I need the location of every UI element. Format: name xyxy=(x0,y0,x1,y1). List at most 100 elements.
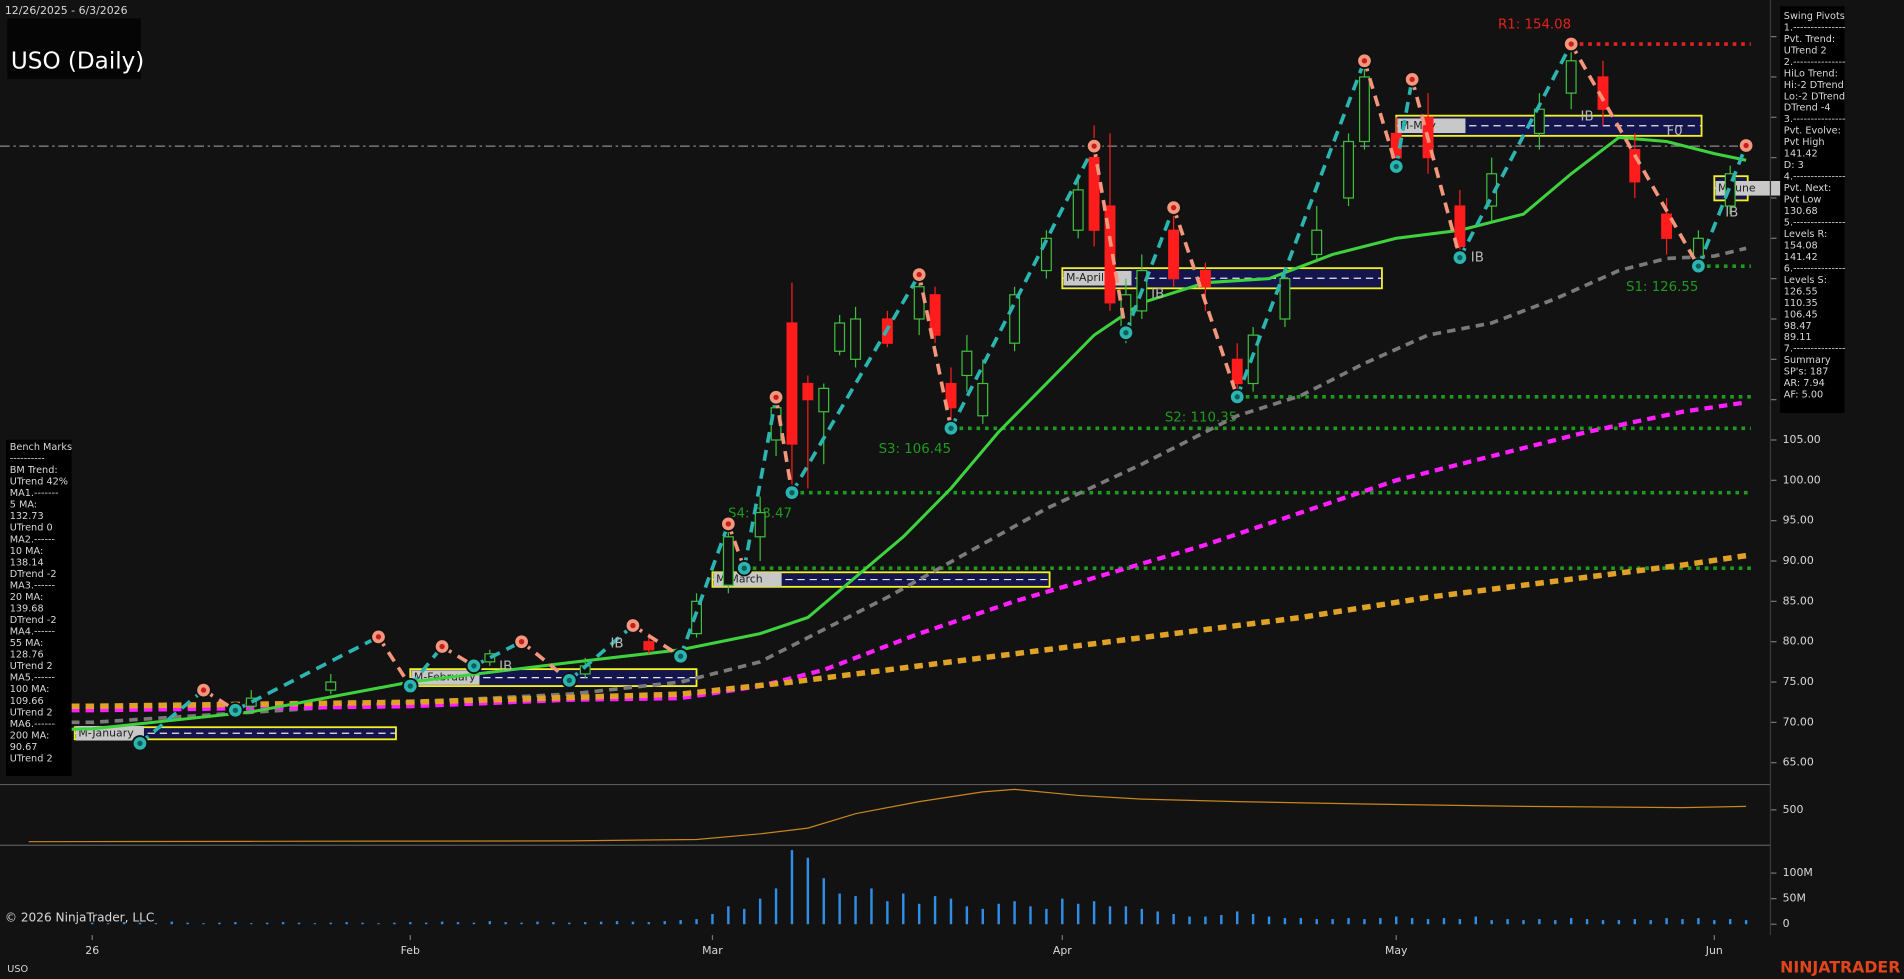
volume-bar xyxy=(202,923,205,925)
swing-leg xyxy=(1362,60,1398,168)
swing-pivots-line: Hi:-2 DTrend xyxy=(1784,80,1844,91)
moving-average xyxy=(12,246,1747,725)
swing-pivots-line: Swing Pivots xyxy=(1784,11,1845,22)
benchmarks-line: MA2.------ xyxy=(10,534,56,545)
candle-body xyxy=(945,382,957,409)
benchmarks-line: 90.67 xyxy=(10,742,38,753)
swing-pivots-line: Pvt. Evolve: xyxy=(1784,126,1841,137)
candle-body xyxy=(1088,157,1100,231)
volume-bar xyxy=(1379,918,1382,925)
benchmarks-line: Bench Marks xyxy=(10,442,72,453)
volume-bar xyxy=(488,921,492,925)
candle-body xyxy=(1629,148,1641,183)
annotation: IB xyxy=(1725,205,1738,220)
volume-tick-label: 100M xyxy=(1783,866,1813,879)
volume-bar xyxy=(1538,919,1541,925)
volume-bar xyxy=(1315,919,1318,925)
volume-bar xyxy=(965,906,969,925)
benchmarks-line: 100 MA: xyxy=(10,684,50,695)
title-box xyxy=(7,18,141,80)
pivot-center xyxy=(1234,394,1240,400)
volume-bar xyxy=(679,920,682,925)
candle-body xyxy=(818,387,830,413)
annotation: IB xyxy=(1581,109,1594,124)
volume-bar xyxy=(1442,918,1446,925)
volume-bar xyxy=(377,923,380,925)
candle-body xyxy=(786,322,798,445)
swing-pivots-line: Levels R: xyxy=(1784,229,1827,240)
indicator-tick-label: 500 xyxy=(1783,803,1804,816)
x-tick-label: 26 xyxy=(85,944,99,957)
candle-body xyxy=(802,382,814,401)
swing-leg xyxy=(790,273,921,494)
volume-bar xyxy=(870,888,873,925)
volume-bar xyxy=(568,922,571,925)
volume-bar xyxy=(424,922,428,925)
swing-pivots-line: AF: 5.00 xyxy=(1784,390,1823,401)
volume-bar xyxy=(409,922,412,925)
y-tick-label: 95.00 xyxy=(1783,514,1814,527)
volume-bar xyxy=(1665,918,1668,925)
volume-bar xyxy=(631,921,635,925)
swing-pivots-line: 106.45 xyxy=(1784,309,1818,320)
pivot-center xyxy=(773,394,779,400)
symbol: USO xyxy=(7,964,28,975)
level-label: S3: 106.45 xyxy=(879,442,951,457)
swing-pivots-line: Pvt. Next: xyxy=(1784,183,1831,194)
swing-pivots-line: Pvt. Trend: xyxy=(1784,34,1835,45)
volume-bar xyxy=(1410,918,1414,925)
swing-leg xyxy=(520,640,571,682)
volume-bar xyxy=(1601,920,1605,925)
benchmarks-line: ---------- xyxy=(10,454,46,465)
y-tick-label: 100.00 xyxy=(1783,473,1821,486)
month-label: M-April xyxy=(1066,271,1104,284)
candle-body xyxy=(1311,229,1323,256)
volume-bar xyxy=(345,922,348,925)
volume-bar xyxy=(1426,919,1430,925)
volume-bar xyxy=(933,896,937,925)
candle-body xyxy=(722,536,734,586)
benchmarks-line: MA4.------ xyxy=(10,627,56,638)
volume-bar xyxy=(774,888,778,925)
swing-pivots-line: UTrend 2 xyxy=(1784,45,1827,56)
swing-pivots-line: 5.--------------- xyxy=(1784,217,1846,228)
benchmarks-line: UTrend 2 xyxy=(10,753,53,764)
swing-pivots-line: Levels S: xyxy=(1784,275,1827,286)
candle-body xyxy=(1343,140,1355,199)
volume-bar xyxy=(472,922,476,925)
candle-body xyxy=(325,681,337,691)
plot-layer: R1: 154.08 S1: 126.55 S2: 110.35 S3: 106.45… xyxy=(0,18,1821,957)
indicator-line xyxy=(28,788,1747,843)
annotation: IB xyxy=(499,660,512,675)
volume-bar xyxy=(1490,920,1493,925)
swing-pivots-panel xyxy=(1780,6,1845,413)
level-label: S2: 110.35 xyxy=(1165,410,1237,425)
volume-bar xyxy=(1108,906,1112,925)
benchmarks-line: 139.68 xyxy=(10,604,44,615)
x-tick-label: Jun xyxy=(1705,944,1723,957)
volume-bar xyxy=(234,922,237,925)
swing-pivots-line: 154.08 xyxy=(1784,240,1818,251)
benchmarks-line: DTrend -2 xyxy=(10,615,57,626)
pivot-center xyxy=(1091,143,1097,149)
candle-body xyxy=(245,697,257,707)
swing-pivots-line: 130.68 xyxy=(1784,206,1818,217)
volume-bar xyxy=(1617,920,1621,925)
benchmarks-line: UTrend 2 xyxy=(10,707,53,718)
pivot-center xyxy=(1409,76,1415,83)
candle-body xyxy=(1692,237,1704,260)
date-range: 12/26/2025 - 6/3/2026 xyxy=(5,4,128,17)
volume-bar xyxy=(695,919,698,925)
volume-bar xyxy=(218,922,221,925)
swing-leg xyxy=(949,145,1096,430)
benchmarks-line: BM Trend: xyxy=(10,465,58,476)
swing-leg xyxy=(138,688,205,745)
swing-leg xyxy=(774,396,794,493)
volume-bar xyxy=(1331,919,1334,925)
volume-bar xyxy=(1744,920,1748,925)
pivot-center xyxy=(566,677,572,684)
candle-body xyxy=(643,641,655,651)
volume-bar xyxy=(1251,913,1255,925)
swing-pivots-line: 98.47 xyxy=(1784,321,1812,332)
